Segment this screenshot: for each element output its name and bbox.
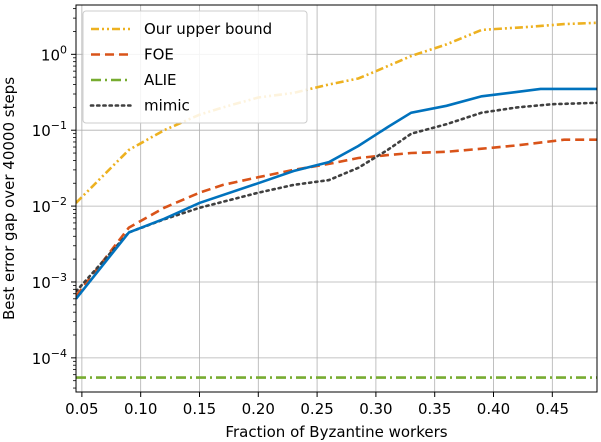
- y-tick-label: 10−4: [32, 347, 67, 368]
- x-tick-label: 0.15: [183, 400, 216, 418]
- x-axis-label: Fraction of Byzantine workers: [225, 423, 447, 441]
- x-tick-label: 0.35: [418, 400, 451, 418]
- x-tick-label: 0.40: [477, 400, 510, 418]
- legend-label: ALIE: [144, 71, 177, 89]
- series-line-mimic: [76, 101, 597, 293]
- grid-lines: [76, 5, 597, 392]
- legend-box: [82, 10, 308, 124]
- series-line-foe: [76, 138, 597, 297]
- legend: Our upper bound FOE ALIE mimic: [82, 10, 308, 124]
- plot-frame: [75, 4, 598, 393]
- series-line-our-upper-bound: [76, 21, 597, 204]
- y-tick-label: 10−3: [32, 271, 67, 292]
- y-tick-label: 100: [41, 43, 67, 64]
- legend-label: FOE: [144, 46, 174, 64]
- legend-label: mimic: [144, 97, 190, 115]
- y-tick-label: 10−2: [32, 195, 67, 216]
- series-line-series-5: [76, 87, 597, 300]
- x-tick-label: 0.25: [300, 400, 333, 418]
- y-axis: 100 10−1 10−2 10−3 10−4: [32, 8, 76, 389]
- y-tick-label: 10−1: [32, 119, 67, 140]
- x-tick-label: 0.30: [359, 400, 392, 418]
- x-tick-label: 0.10: [124, 400, 157, 418]
- legend-label: Our upper bound: [144, 20, 272, 38]
- x-tick-label: 0.45: [536, 400, 569, 418]
- x-axis: 0.05 0.10 0.15 0.20 0.25 0.30 0.35 0.40 0.45: [65, 392, 569, 418]
- y-axis-label: Best error gap over 40000 steps: [0, 77, 18, 320]
- series-layer: [76, 21, 597, 379]
- x-tick-label: 0.20: [242, 400, 275, 418]
- x-tick-label: 0.05: [65, 400, 98, 418]
